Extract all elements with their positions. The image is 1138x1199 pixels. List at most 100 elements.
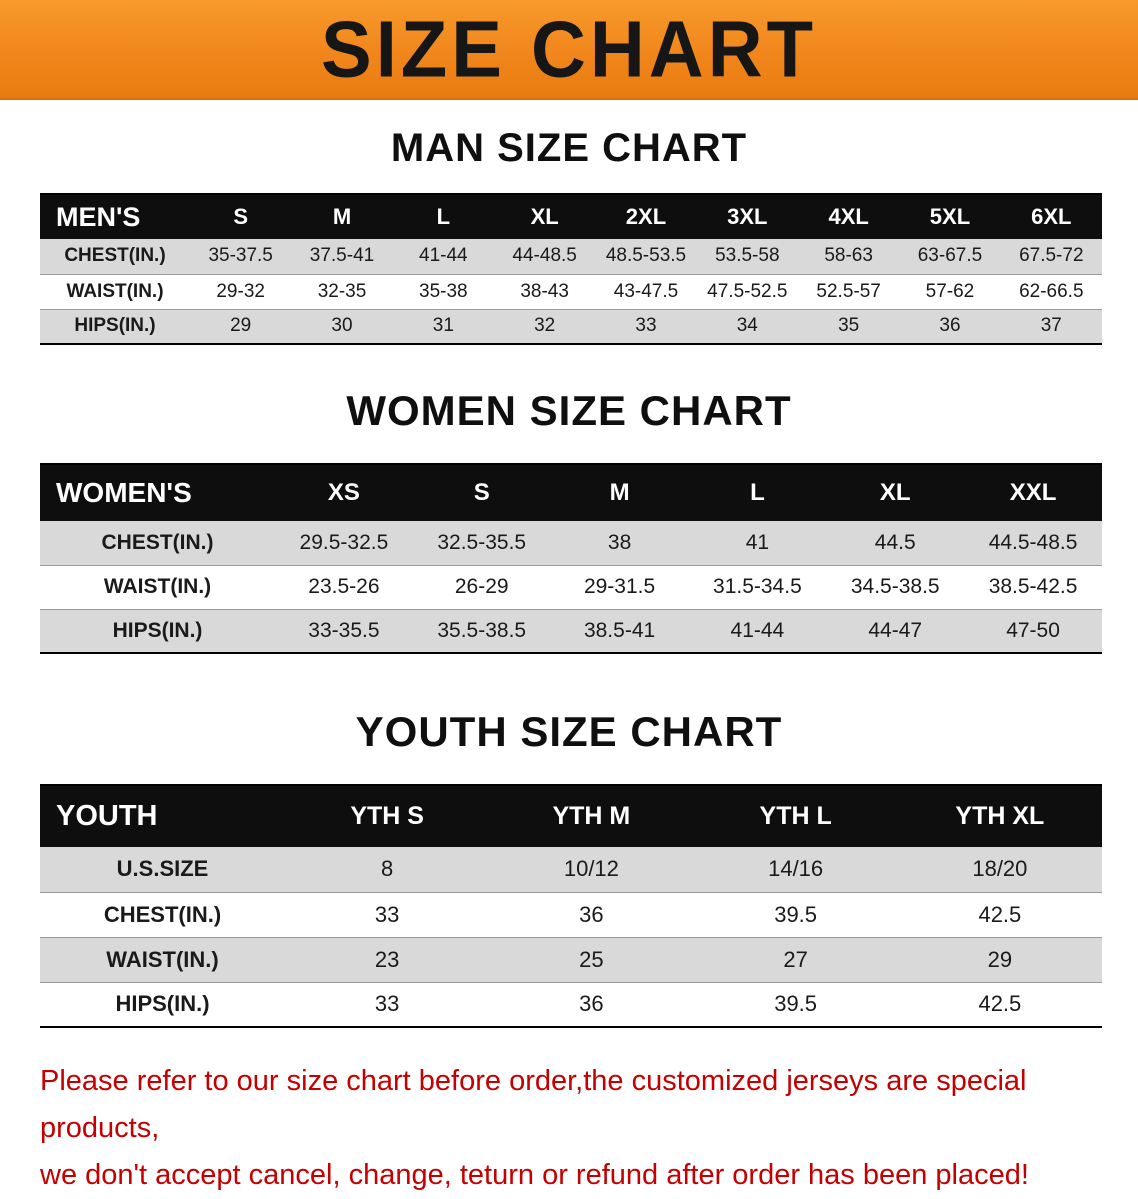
size-value: 63-67.5	[917, 245, 983, 267]
size-value: 8	[381, 856, 394, 882]
size-value: 25	[579, 946, 604, 972]
table-body: U.S.SIZE 8 10/12 14/16 18/20 CHEST(IN.) 33 36 39…	[40, 847, 1102, 1027]
size-value: 44-48.5	[512, 245, 577, 267]
size-value: 47.5-52.5	[707, 280, 788, 302]
size-value: 23	[374, 946, 400, 972]
table-row: WAIST(IN.) 23 25 27 29	[40, 937, 1102, 982]
column-header: XL	[493, 194, 596, 239]
size-value: 41-44	[730, 618, 785, 642]
column-header: YTH S	[285, 785, 490, 847]
size-value: 10/12	[563, 856, 619, 882]
size-value: 36	[579, 991, 604, 1017]
size-value: 36	[579, 901, 604, 927]
size-value: 36	[939, 315, 961, 337]
size-value: 41	[745, 530, 770, 554]
column-header: 3XL	[696, 194, 798, 239]
table-row: CHEST(IN.) 29.5-32.5 32.5-35.5 38 41 44.5 44.5…	[40, 521, 1102, 565]
size-value: 23.5-26	[308, 575, 380, 598]
size-value: 30	[331, 315, 353, 337]
table-body: CHEST(IN.) 29.5-32.5 32.5-35.5 38 41 44.5 44.5…	[40, 521, 1102, 653]
row-label: WAIST(IN.)	[103, 575, 212, 598]
size-value: 67.5-72	[1019, 245, 1084, 267]
women-size-table: WOMEN'S XS S M L XL XXL CHEST(IN.) 29.5-32.5 32.…	[40, 463, 1102, 654]
size-value: 44.5-48.5	[988, 530, 1078, 554]
table-header-row: WOMEN'S XS S M L XL XXL	[40, 464, 1102, 521]
table-row: CHEST(IN.) 35-37.5 37.5-41 41-44 44-48.5 48.5…	[40, 239, 1102, 274]
column-header: YTH XL	[897, 785, 1102, 847]
disclaimer-line-1: Please refer to our size chart before or…	[40, 1065, 1027, 1144]
size-value: 62-66.5	[1019, 280, 1084, 302]
youth-size-table: YOUTH YTH S YTH M YTH L YTH XL U.S.SIZE 8 10/1…	[40, 784, 1102, 1028]
column-header: 2XL	[595, 194, 697, 239]
size-value: 52.5-57	[816, 280, 881, 302]
column-header: 6XL	[1000, 194, 1102, 239]
table-row: WAIST(IN.) 23.5-26 26-29 29-31.5 31.5-34.5 34…	[40, 565, 1102, 609]
table-row: CHEST(IN.) 33 36 39.5 42.5	[40, 892, 1102, 937]
size-value: 41-44	[419, 245, 468, 267]
size-value: 38.5-42.5	[988, 575, 1078, 598]
size-value: 33	[374, 901, 400, 927]
size-value: 37.5-41	[309, 245, 375, 267]
size-chart-banner: SIZE CHART	[0, 0, 1138, 100]
column-header: S	[190, 194, 292, 239]
column-header: XS	[275, 464, 413, 521]
size-value: 32	[534, 315, 556, 337]
size-value: 29	[230, 315, 252, 337]
column-header: XXL	[964, 464, 1102, 521]
size-value: 39.5	[774, 901, 818, 927]
size-value: 33	[635, 315, 657, 337]
column-header: 5XL	[899, 194, 1001, 239]
table-row: HIPS(IN.) 33-35.5 35.5-38.5 38.5-41 41-44 44-…	[40, 609, 1102, 653]
table-row: WAIST(IN.) 29-32 32-35 35-38 38-43 43-47.5 47.…	[40, 274, 1102, 309]
table-header-row: MEN'S S M L XL 2XL 3XL 4XL 5XL 6XL	[40, 194, 1102, 239]
size-value: 29.5-32.5	[299, 530, 389, 554]
size-value: 29-32	[216, 280, 265, 302]
table-row: HIPS(IN.) 33 36 39.5 42.5	[40, 982, 1102, 1027]
size-value: 31	[432, 315, 454, 337]
row-label: HIPS(IN.)	[74, 315, 156, 337]
size-value: 26-29	[454, 575, 509, 598]
disclaimer-text: Please refer to our size chart before or…	[40, 1058, 1118, 1199]
size-value: 35.5-38.5	[437, 618, 527, 642]
table-corner-label: WOMEN'S	[40, 464, 275, 521]
youth-size-chart-heading: YOUTH SIZE CHART	[355, 708, 783, 755]
size-value: 33	[374, 991, 400, 1017]
size-value: 57-62	[925, 280, 975, 302]
size-value: 53.5-58	[715, 245, 780, 267]
size-value: 35	[838, 315, 860, 337]
size-value: 32-35	[317, 280, 367, 302]
row-label: HIPS(IN.)	[115, 991, 210, 1017]
size-value: 37	[1040, 315, 1062, 337]
size-value: 58-63	[824, 245, 873, 267]
column-header: XL	[826, 464, 965, 521]
size-value: 29	[987, 946, 1013, 972]
table-body: CHEST(IN.) 35-37.5 37.5-41 41-44 44-48.5 48.5…	[40, 239, 1102, 344]
size-value: 18/20	[972, 856, 1028, 882]
size-value: 38.5-41	[583, 618, 656, 642]
column-header: YTH L	[693, 785, 898, 847]
size-value: 27	[783, 946, 808, 972]
column-header: YTH M	[489, 785, 694, 847]
row-label: CHEST(IN.)	[101, 530, 214, 554]
column-header: S	[412, 464, 551, 521]
size-value: 29-31.5	[583, 575, 656, 598]
column-header: L	[688, 464, 827, 521]
size-value: 34	[736, 315, 758, 337]
size-value: 35-37.5	[208, 245, 273, 267]
size-value: 42.5	[978, 901, 1022, 927]
size-value: 31.5-34.5	[713, 575, 802, 598]
column-header: M	[291, 194, 393, 239]
man-size-chart-heading: MAN SIZE CHART	[390, 126, 748, 170]
table-row: U.S.SIZE 8 10/12 14/16 18/20	[40, 847, 1102, 892]
table-header-row: YOUTH YTH S YTH M YTH L YTH XL	[40, 785, 1102, 847]
size-value: 14/16	[768, 856, 824, 882]
size-value: 35-38	[419, 280, 468, 302]
column-header: L	[392, 194, 494, 239]
size-value: 42.5	[978, 991, 1022, 1017]
size-value: 44-47	[868, 618, 923, 642]
disclaimer-line-2: we don't accept cancel, change, teturn o…	[40, 1158, 1029, 1191]
row-label: WAIST(IN.)	[66, 280, 164, 302]
size-value: 34.5-38.5	[850, 575, 940, 598]
banner-title: SIZE CHART	[321, 4, 817, 94]
column-header: 4XL	[797, 194, 900, 239]
